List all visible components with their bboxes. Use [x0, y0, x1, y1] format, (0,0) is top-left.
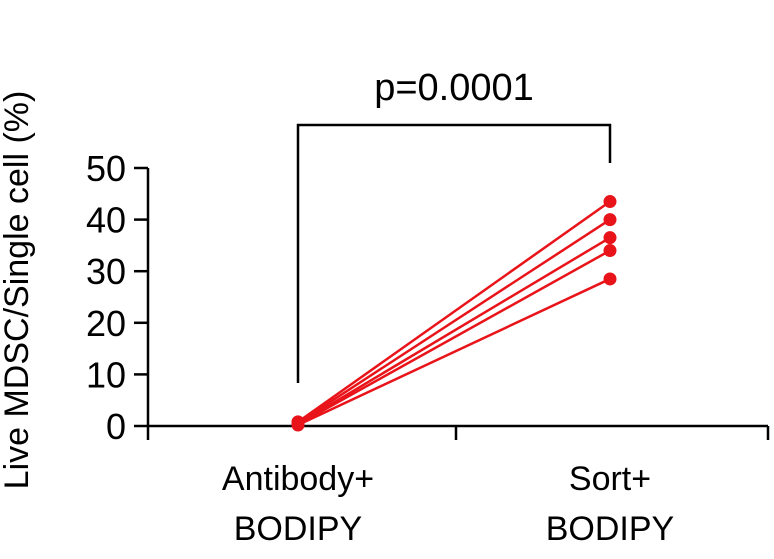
data-point — [603, 195, 617, 209]
data-point — [603, 272, 617, 286]
y-tick-label: 10 — [86, 354, 126, 395]
series-line — [297, 200, 611, 423]
y-tick-label: 40 — [86, 200, 126, 241]
x-category-label: Antibody+ — [222, 460, 374, 498]
data-point — [603, 213, 617, 227]
x-ticks: Antibody+ BODIPY Sort+ BODIPY — [146, 426, 770, 548]
series-line — [297, 277, 611, 427]
x-category-label: BODIPY — [546, 510, 674, 548]
y-tick-label: 50 — [86, 148, 126, 189]
significance-bracket — [296, 123, 612, 383]
x-category-label: Sort+ — [569, 460, 651, 498]
series-line — [297, 236, 611, 426]
data-point — [291, 418, 305, 432]
p-value-label: p=0.0001 — [374, 67, 534, 109]
significance-annotation: p=0.0001 — [296, 67, 612, 383]
data-point — [603, 231, 617, 245]
y-axis-label: Live MDSC/Single cell (%) — [0, 91, 36, 490]
series-layer — [291, 195, 617, 432]
y-ticks: 0 10 20 30 40 50 — [86, 148, 148, 447]
series-line — [297, 249, 611, 426]
y-tick-label: 30 — [86, 251, 126, 292]
y-tick-label: 0 — [106, 406, 126, 447]
data-point — [603, 244, 617, 258]
y-tick-label: 20 — [86, 303, 126, 344]
x-category-label: BODIPY — [234, 510, 362, 548]
series-line — [297, 218, 611, 424]
